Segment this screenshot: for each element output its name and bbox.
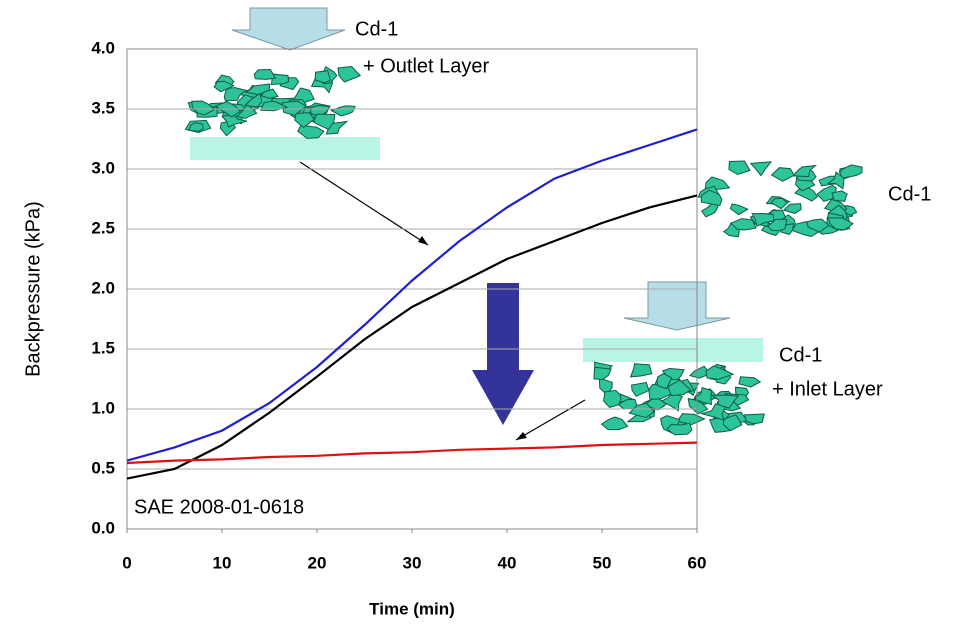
particle xyxy=(738,376,762,388)
particle xyxy=(839,164,863,179)
particle xyxy=(236,102,258,120)
particle xyxy=(221,113,248,128)
pointer-arrow xyxy=(299,161,429,246)
y-axis-label: Backpressure (kPa) xyxy=(22,201,44,377)
particle xyxy=(693,386,713,406)
particle xyxy=(191,100,216,116)
illustrations xyxy=(184,7,863,441)
annotation: Cd-1 xyxy=(779,344,822,366)
particle xyxy=(314,70,332,84)
x-axis-label: Time (min) xyxy=(369,599,455,618)
data-line xyxy=(126,128,698,462)
particle xyxy=(602,389,622,408)
y-tick-label: 1.5 xyxy=(91,338,115,357)
particle xyxy=(767,218,788,232)
particle xyxy=(294,112,316,129)
x-tick-label: 30 xyxy=(403,553,422,572)
y-tick-label: 1.0 xyxy=(91,398,115,417)
particle xyxy=(259,100,289,112)
x-tick-label: 10 xyxy=(213,553,232,572)
particle xyxy=(629,363,653,378)
particle xyxy=(827,217,854,231)
particle xyxy=(666,422,693,436)
particle xyxy=(831,190,848,202)
annotation: Cd-1 xyxy=(888,183,931,205)
particle xyxy=(816,184,837,202)
particle xyxy=(253,68,277,80)
y-tick-label: 2.0 xyxy=(91,278,115,297)
particle xyxy=(188,122,204,132)
particle xyxy=(722,414,743,432)
particle xyxy=(337,65,362,83)
source-note: SAE 2008-01-0618 xyxy=(134,496,304,518)
y-tick-label: 0.5 xyxy=(91,458,115,477)
particle xyxy=(281,100,307,116)
particle xyxy=(792,164,818,178)
x-tick-label: 0 xyxy=(122,553,131,572)
x-tick-label: 60 xyxy=(688,553,707,572)
particle xyxy=(600,416,629,431)
particle xyxy=(260,88,279,99)
particle xyxy=(244,92,263,108)
particle xyxy=(705,365,735,380)
particle xyxy=(689,365,712,379)
flow-arrow xyxy=(623,281,731,331)
particle xyxy=(751,213,775,227)
outlet-layer xyxy=(190,137,380,160)
y-tick-label: 0.0 xyxy=(91,518,115,537)
particle xyxy=(729,203,749,216)
decrease-arrow xyxy=(472,283,534,425)
particle xyxy=(667,379,692,397)
particle xyxy=(699,402,727,421)
annotation: + Outlet Layer xyxy=(363,55,490,77)
particle xyxy=(630,381,650,397)
x-tick-label: 20 xyxy=(308,553,327,572)
particle xyxy=(749,161,773,177)
particle xyxy=(728,160,751,176)
inlet-layer xyxy=(583,338,763,362)
particle xyxy=(743,413,765,425)
pointer-head xyxy=(418,236,428,245)
particle xyxy=(770,197,789,210)
pointer-head xyxy=(516,432,527,440)
particle xyxy=(313,113,336,131)
y-tick-label: 4.0 xyxy=(91,38,115,57)
data-line xyxy=(126,441,698,465)
x-tick-label: 50 xyxy=(593,553,612,572)
y-tick-label: 2.5 xyxy=(91,218,115,237)
particle xyxy=(806,218,830,233)
data-line xyxy=(126,194,698,480)
x-tick-label: 40 xyxy=(498,553,517,572)
particle xyxy=(659,391,683,412)
particle xyxy=(656,372,673,390)
particle xyxy=(700,200,719,218)
particle xyxy=(223,87,249,102)
particle xyxy=(593,366,612,381)
particle xyxy=(729,218,757,231)
particle xyxy=(213,80,235,93)
flow-arrow xyxy=(231,7,346,51)
pointer-arrow xyxy=(515,399,586,441)
particle xyxy=(770,167,795,182)
particle xyxy=(297,124,325,139)
particle xyxy=(782,203,802,214)
particle xyxy=(270,73,290,86)
annotation: Cd-1 xyxy=(355,18,398,40)
y-tick-label: 3.5 xyxy=(91,98,115,117)
y-tick-label: 3.0 xyxy=(91,158,115,177)
annotation: + Inlet Layer xyxy=(772,378,883,400)
particle xyxy=(826,171,845,190)
particle xyxy=(700,189,723,207)
